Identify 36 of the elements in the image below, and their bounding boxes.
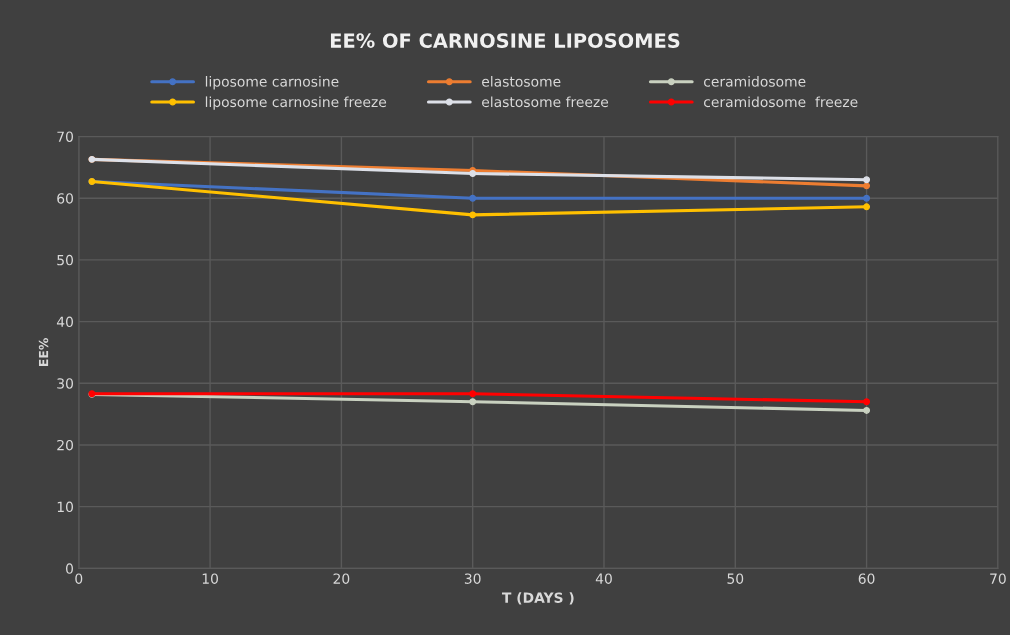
legend-label: liposome carnosine — [205, 76, 339, 90]
x-tick-label: 10 — [202, 573, 218, 584]
point — [863, 176, 871, 184]
y-tick-label: 40 — [56, 316, 73, 328]
y-tick-label: 0 — [66, 563, 73, 574]
point — [469, 398, 477, 406]
point — [469, 170, 477, 178]
point — [863, 406, 871, 414]
legend-label: elastosome freeze — [482, 96, 609, 108]
point — [469, 211, 477, 219]
y-tick-label: 50 — [57, 254, 73, 266]
x-tick-label: 40 — [595, 573, 612, 584]
point — [863, 182, 871, 190]
point — [863, 194, 871, 202]
point — [469, 194, 477, 202]
y-tick-label: 10 — [57, 501, 73, 513]
y-tick-label: 60 — [57, 193, 73, 204]
y-tick-label: 30 — [57, 378, 73, 389]
y-tick-label: 70 — [57, 131, 73, 142]
y-axis-title: EE% — [38, 338, 49, 367]
x-tick-label: 30 — [464, 573, 481, 584]
y-tick-label: 20 — [57, 439, 73, 451]
x-tick-label: 60 — [858, 573, 875, 584]
x-tick-label: 20 — [333, 573, 350, 584]
point — [863, 203, 871, 211]
point — [469, 390, 477, 398]
legend-label: liposome carnosine freeze — [205, 96, 387, 110]
x-axis-title: T (DAYS ) — [501, 592, 574, 605]
legend-label: ceramidosome freeze — [704, 96, 858, 108]
legend-label: ceramidosome — [704, 76, 806, 87]
x-tick-label: 50 — [727, 573, 744, 584]
x-tick-label: 70 — [990, 573, 1006, 584]
chart-title: EE% OF CARNOSINE LIPOSOMES — [330, 33, 680, 48]
legend-label: elastosome — [482, 76, 561, 87]
x-tick-label: 0 — [75, 573, 83, 584]
point — [863, 398, 871, 406]
